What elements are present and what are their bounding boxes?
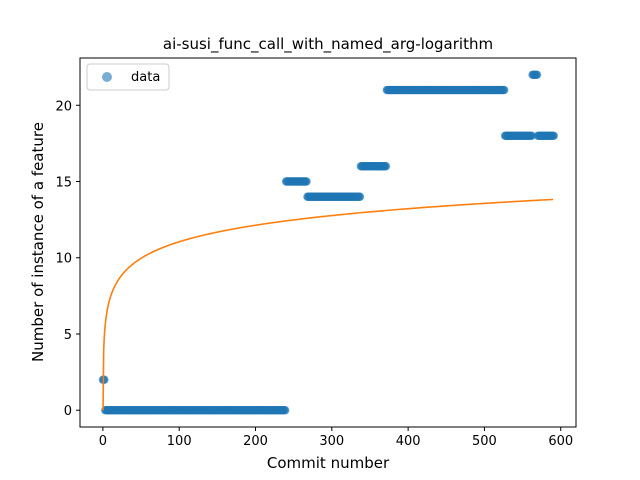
y-tick-label: 20 — [55, 99, 72, 114]
x-tick-label: 200 — [243, 434, 268, 449]
x-tick-label: 300 — [319, 434, 344, 449]
chart-title: ai-susi_func_call_with_named_arg-logarit… — [163, 35, 493, 54]
x-tick-label: 600 — [548, 434, 573, 449]
x-tick-label: 0 — [99, 434, 107, 449]
x-axis-label: Commit number — [267, 454, 390, 472]
y-axis-ticks: 0 5 10 15 20 — [55, 99, 80, 419]
y-tick-label: 5 — [64, 328, 72, 343]
x-tick-label: 100 — [167, 434, 192, 449]
data-point — [532, 70, 542, 79]
x-tick-label: 400 — [396, 434, 421, 449]
y-tick-label: 0 — [64, 404, 72, 419]
fit-curve — [102, 198, 554, 411]
data-point — [381, 162, 391, 171]
data-point — [500, 85, 509, 95]
data-point — [549, 131, 559, 140]
legend-box — [86, 63, 170, 91]
legend-marker-data — [102, 72, 112, 82]
y-axis-label: Number of instance of a feature — [29, 122, 47, 362]
data-point — [355, 192, 365, 201]
x-tick-label: 500 — [472, 434, 497, 449]
axes-frame — [79, 57, 577, 428]
legend: data — [86, 63, 170, 91]
data-point — [302, 177, 311, 186]
data-point — [100, 375, 109, 384]
plot-area — [98, 70, 559, 415]
y-tick-label: 15 — [55, 176, 72, 191]
x-axis-ticks: 0 100 200 300 400 500 600 — [99, 427, 573, 449]
y-tick-label: 10 — [55, 252, 72, 267]
data-point — [281, 406, 290, 415]
data-point — [527, 131, 536, 140]
legend-label-data: data — [131, 70, 160, 85]
